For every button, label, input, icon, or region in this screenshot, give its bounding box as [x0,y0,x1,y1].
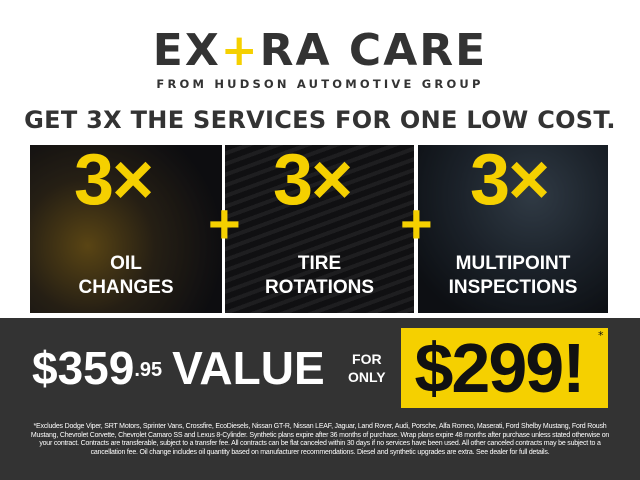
service-count: 3× [470,145,550,220]
service-panel-inspection: 3× MULTIPOINT INSPECTIONS [418,145,608,313]
logo: EX+RA CARE [0,28,640,74]
fine-print: *Excludes Dodge Viper, SRT Motors, Sprin… [30,423,610,456]
logo-text: RA CARE [259,25,488,76]
original-value: $359.95 VALUE [32,342,325,394]
offer-price: $299! [401,328,597,408]
plus-icon: + [400,192,433,255]
service-count: 3× [74,145,154,220]
service-label: TIRE ROTATIONS [264,253,375,298]
service-label: OIL CHANGES [78,253,174,298]
logo-plus: + [220,25,260,76]
headline: GET 3X THE SERVICES FOR ONE LOW COST. [24,106,616,134]
service-count: 3× [273,145,353,220]
service-panel-oil: 3× OIL CHANGES [30,145,222,313]
for-only-text: FOR ONLY [348,351,386,385]
logo-subtitle: FROM HUDSON AUTOMOTIVE GROUP [156,77,484,91]
price-box-edge [597,328,608,408]
service-label: MULTIPOINT INSPECTIONS [448,253,578,298]
service-panel-tire: 3× TIRE ROTATIONS [225,145,414,313]
asterisk: * [598,329,604,342]
plus-icon: + [208,192,241,255]
logo-text: EX [152,25,221,76]
